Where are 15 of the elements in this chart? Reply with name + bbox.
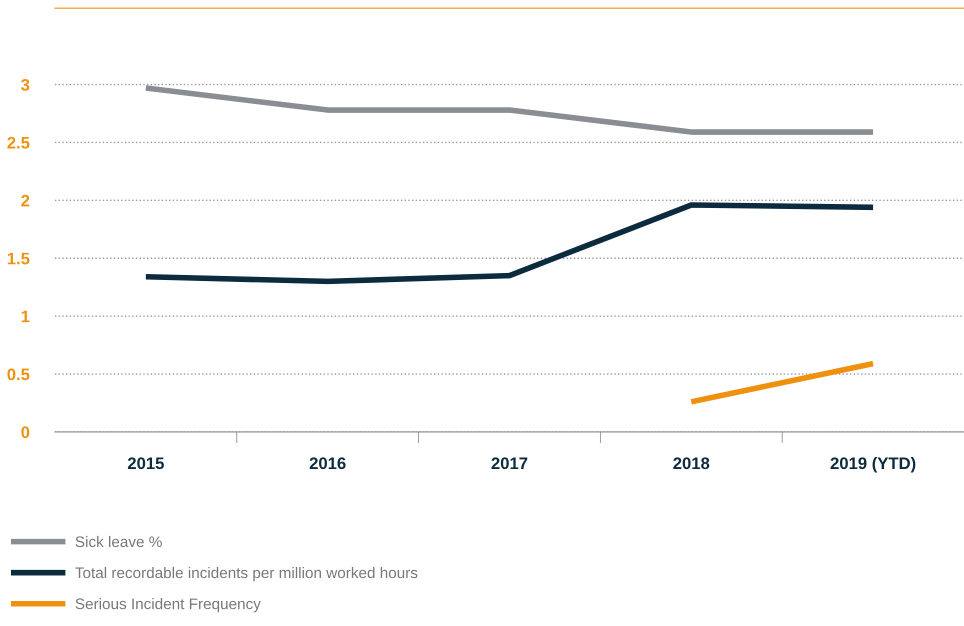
- legend-label: Serious Incident Frequency: [76, 598, 261, 612]
- y-tick-label: 1.5: [8, 252, 30, 264]
- legend-label: Total recordable incidents per million worked hours: [75, 566, 418, 582]
- legend-label: Sick leave %: [76, 536, 162, 548]
- y-tick-label: 2: [21, 194, 30, 206]
- y-tick-label: 0.5: [7, 368, 30, 380]
- y-tick-label: 1: [22, 310, 30, 322]
- y-tick-label: 0: [21, 426, 30, 438]
- x-tick-label: 2019 (YTD): [830, 456, 916, 472]
- x-tick-label: 2017: [492, 457, 528, 470]
- y-tick-label: 2.5: [7, 136, 30, 149]
- x-tick-label: 2016: [310, 457, 346, 470]
- y-tick-label: 3: [21, 78, 30, 91]
- x-tick-label: 2018: [673, 457, 710, 470]
- x-tick-label: 2015: [128, 457, 164, 470]
